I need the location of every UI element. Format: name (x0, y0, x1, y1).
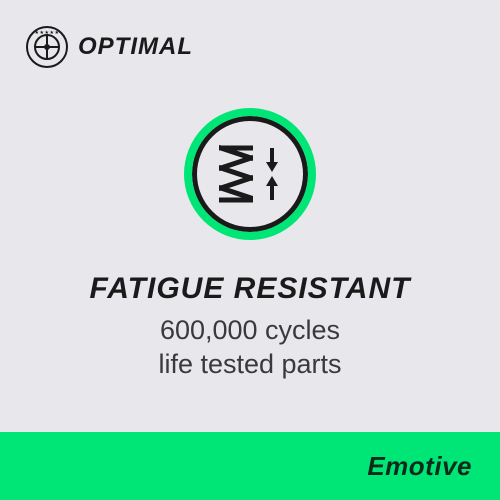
feature-icon-ring (184, 108, 316, 240)
brand-logo-area: ★★★★★ OPTIMAL (26, 26, 193, 68)
footer-brand: Emotive (367, 451, 472, 482)
feature-subline: 600,000 cycles life tested parts (0, 314, 500, 382)
feature-headline: FATIGUE RESISTANT (0, 272, 500, 306)
wheel-badge-icon: ★★★★★ (26, 26, 68, 68)
subline-line-1: 600,000 cycles (160, 315, 340, 345)
spring-compression-icon (219, 144, 281, 204)
footer-band: Emotive (0, 432, 500, 500)
brand-name: OPTIMAL (78, 33, 193, 61)
subline-line-2: life tested parts (158, 349, 341, 379)
